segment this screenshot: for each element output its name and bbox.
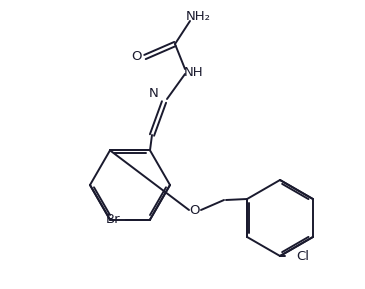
Text: Br: Br	[105, 213, 120, 226]
Text: O: O	[190, 203, 200, 216]
Text: N: N	[149, 87, 159, 100]
Text: Cl: Cl	[296, 249, 309, 262]
Text: NH: NH	[184, 66, 204, 79]
Text: NH₂: NH₂	[185, 10, 211, 23]
Text: O: O	[131, 51, 141, 64]
